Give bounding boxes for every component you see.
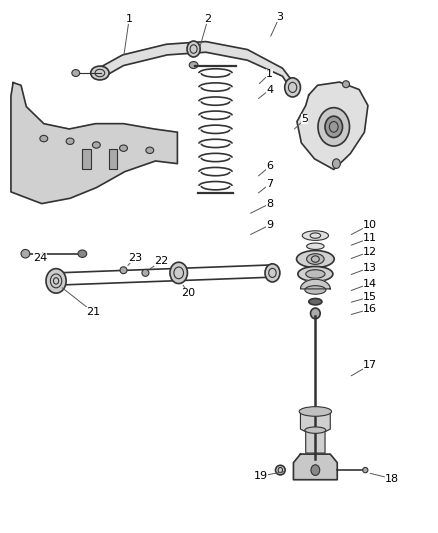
Ellipse shape bbox=[276, 465, 285, 475]
Text: 2: 2 bbox=[199, 14, 212, 49]
Polygon shape bbox=[11, 83, 177, 204]
Text: 3: 3 bbox=[271, 12, 283, 36]
Ellipse shape bbox=[363, 467, 368, 473]
Ellipse shape bbox=[305, 427, 326, 433]
Ellipse shape bbox=[306, 270, 325, 278]
Text: 20: 20 bbox=[181, 285, 195, 298]
Ellipse shape bbox=[72, 70, 80, 76]
Polygon shape bbox=[99, 42, 294, 90]
Text: 10: 10 bbox=[351, 220, 377, 235]
Text: 4: 4 bbox=[258, 85, 273, 99]
Polygon shape bbox=[300, 279, 330, 289]
Ellipse shape bbox=[78, 250, 87, 257]
Ellipse shape bbox=[309, 298, 322, 305]
Ellipse shape bbox=[311, 308, 320, 319]
Text: 22: 22 bbox=[150, 256, 168, 269]
Text: 19: 19 bbox=[254, 471, 284, 481]
Ellipse shape bbox=[146, 147, 154, 154]
Polygon shape bbox=[293, 454, 337, 480]
Text: 1: 1 bbox=[124, 14, 133, 55]
Ellipse shape bbox=[21, 249, 30, 258]
Ellipse shape bbox=[318, 108, 350, 146]
Ellipse shape bbox=[91, 66, 109, 80]
Polygon shape bbox=[300, 410, 330, 453]
Ellipse shape bbox=[120, 266, 127, 274]
Ellipse shape bbox=[307, 243, 324, 249]
Ellipse shape bbox=[40, 135, 48, 142]
Text: 5: 5 bbox=[294, 115, 308, 129]
Text: 13: 13 bbox=[351, 263, 377, 274]
Ellipse shape bbox=[302, 231, 328, 240]
Ellipse shape bbox=[120, 145, 127, 151]
Ellipse shape bbox=[325, 116, 343, 138]
Text: 24: 24 bbox=[33, 253, 47, 263]
Text: 1: 1 bbox=[259, 69, 273, 84]
Ellipse shape bbox=[142, 270, 149, 276]
Ellipse shape bbox=[46, 269, 66, 293]
Text: 11: 11 bbox=[351, 233, 377, 245]
Ellipse shape bbox=[298, 266, 333, 281]
Text: 6: 6 bbox=[258, 161, 273, 176]
Text: 18: 18 bbox=[370, 473, 399, 483]
Polygon shape bbox=[297, 82, 368, 169]
Ellipse shape bbox=[265, 264, 280, 282]
Ellipse shape bbox=[305, 286, 326, 294]
Text: 7: 7 bbox=[258, 179, 273, 193]
Text: 23: 23 bbox=[128, 253, 142, 265]
Text: 9: 9 bbox=[251, 220, 273, 235]
Text: 8: 8 bbox=[251, 199, 273, 213]
Ellipse shape bbox=[311, 465, 320, 475]
Text: 17: 17 bbox=[351, 360, 377, 376]
Ellipse shape bbox=[189, 62, 198, 68]
Text: 14: 14 bbox=[351, 279, 377, 290]
Text: 12: 12 bbox=[351, 247, 377, 259]
Text: 21: 21 bbox=[62, 288, 100, 317]
Ellipse shape bbox=[66, 138, 74, 144]
Ellipse shape bbox=[343, 80, 350, 87]
Ellipse shape bbox=[285, 78, 300, 97]
Ellipse shape bbox=[187, 41, 200, 57]
Ellipse shape bbox=[299, 407, 332, 416]
Text: 16: 16 bbox=[351, 304, 377, 314]
Ellipse shape bbox=[297, 251, 334, 268]
Bar bbox=[82, 149, 91, 169]
Ellipse shape bbox=[307, 254, 324, 264]
Ellipse shape bbox=[332, 159, 340, 168]
Bar bbox=[109, 149, 117, 169]
Ellipse shape bbox=[170, 262, 187, 284]
Text: 15: 15 bbox=[351, 292, 377, 302]
Ellipse shape bbox=[92, 142, 100, 148]
